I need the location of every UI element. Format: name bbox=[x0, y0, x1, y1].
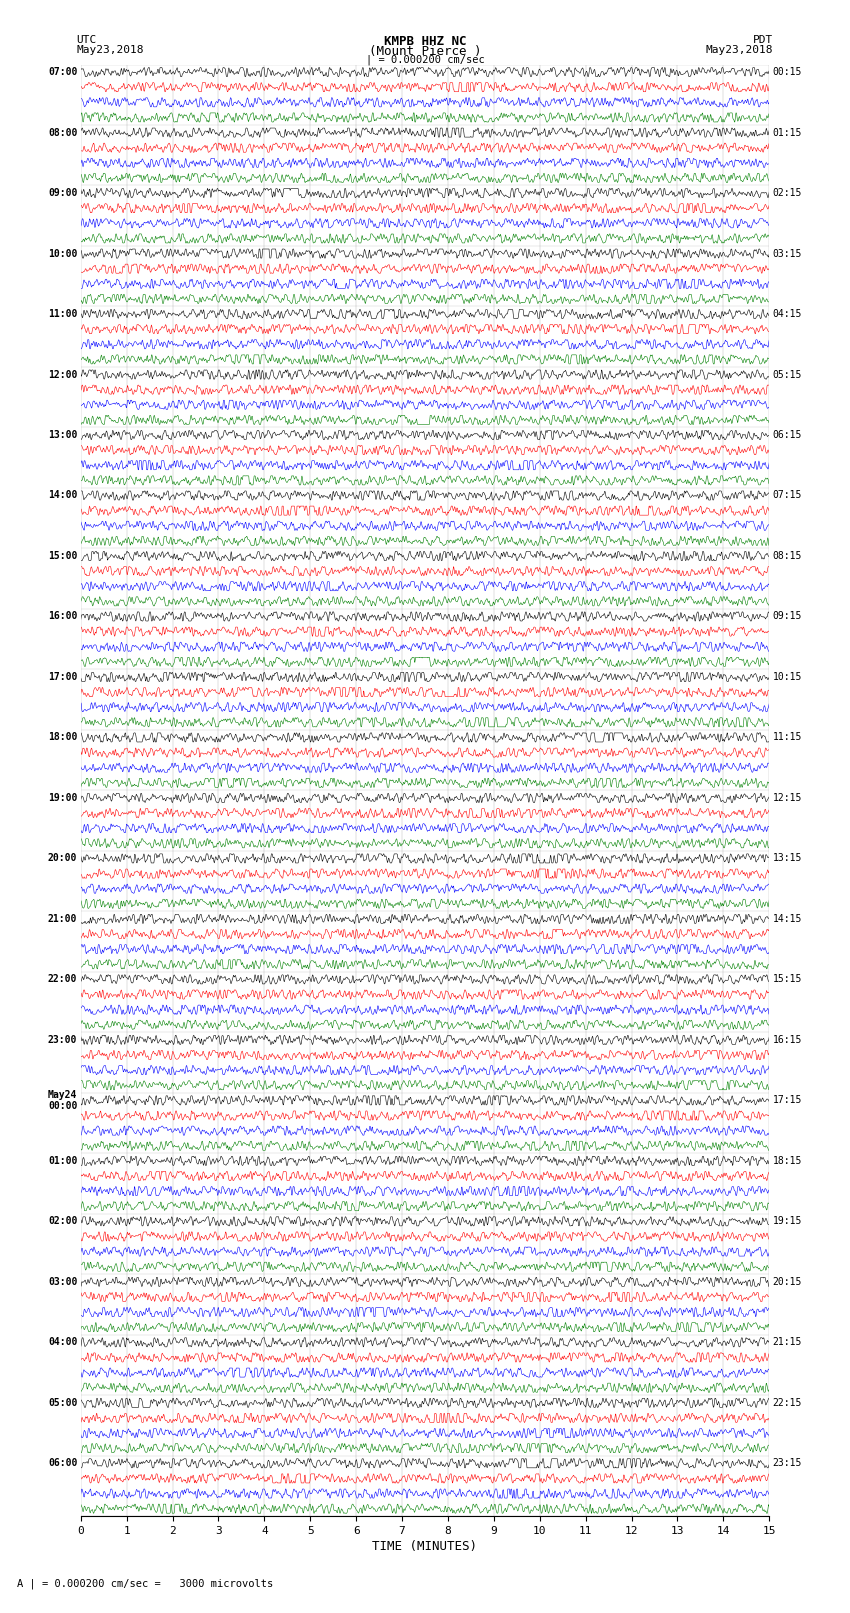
Text: | = 0.000200 cm/sec: | = 0.000200 cm/sec bbox=[366, 55, 484, 66]
Text: 10:15: 10:15 bbox=[773, 673, 802, 682]
Text: 12:15: 12:15 bbox=[773, 794, 802, 803]
Text: 06:00: 06:00 bbox=[48, 1458, 77, 1468]
Text: 01:00: 01:00 bbox=[48, 1157, 77, 1166]
Text: 22:00: 22:00 bbox=[48, 974, 77, 984]
Text: 19:00: 19:00 bbox=[48, 794, 77, 803]
Text: 00:15: 00:15 bbox=[773, 68, 802, 77]
Text: 01:15: 01:15 bbox=[773, 127, 802, 137]
Text: 18:15: 18:15 bbox=[773, 1157, 802, 1166]
Text: 12:00: 12:00 bbox=[48, 369, 77, 379]
Text: 17:00: 17:00 bbox=[48, 673, 77, 682]
Text: May24
00:00: May24 00:00 bbox=[48, 1089, 77, 1111]
Text: 21:00: 21:00 bbox=[48, 915, 77, 924]
Text: 13:15: 13:15 bbox=[773, 853, 802, 863]
Text: 11:00: 11:00 bbox=[48, 310, 77, 319]
Text: 20:15: 20:15 bbox=[773, 1277, 802, 1287]
Text: 21:15: 21:15 bbox=[773, 1337, 802, 1347]
Text: A | = 0.000200 cm/sec =   3000 microvolts: A | = 0.000200 cm/sec = 3000 microvolts bbox=[17, 1578, 273, 1589]
Text: 23:00: 23:00 bbox=[48, 1036, 77, 1045]
Text: 16:15: 16:15 bbox=[773, 1036, 802, 1045]
Text: 02:15: 02:15 bbox=[773, 189, 802, 198]
Text: 14:15: 14:15 bbox=[773, 915, 802, 924]
Text: 08:00: 08:00 bbox=[48, 127, 77, 137]
Text: 10:00: 10:00 bbox=[48, 248, 77, 258]
Text: 04:15: 04:15 bbox=[773, 310, 802, 319]
Text: May23,2018: May23,2018 bbox=[76, 45, 144, 55]
Text: (Mount Pierce ): (Mount Pierce ) bbox=[369, 45, 481, 58]
Text: 23:15: 23:15 bbox=[773, 1458, 802, 1468]
Text: May23,2018: May23,2018 bbox=[706, 45, 774, 55]
Text: 11:15: 11:15 bbox=[773, 732, 802, 742]
Text: UTC: UTC bbox=[76, 35, 97, 45]
Text: 22:15: 22:15 bbox=[773, 1398, 802, 1408]
Text: 04:00: 04:00 bbox=[48, 1337, 77, 1347]
Text: 05:00: 05:00 bbox=[48, 1398, 77, 1408]
X-axis label: TIME (MINUTES): TIME (MINUTES) bbox=[372, 1540, 478, 1553]
Text: 09:00: 09:00 bbox=[48, 189, 77, 198]
Text: PDT: PDT bbox=[753, 35, 774, 45]
Text: 07:15: 07:15 bbox=[773, 490, 802, 500]
Text: 13:00: 13:00 bbox=[48, 431, 77, 440]
Text: 19:15: 19:15 bbox=[773, 1216, 802, 1226]
Text: 20:00: 20:00 bbox=[48, 853, 77, 863]
Text: 15:00: 15:00 bbox=[48, 552, 77, 561]
Text: 18:00: 18:00 bbox=[48, 732, 77, 742]
Text: 03:15: 03:15 bbox=[773, 248, 802, 258]
Text: 09:15: 09:15 bbox=[773, 611, 802, 621]
Text: 05:15: 05:15 bbox=[773, 369, 802, 379]
Text: 08:15: 08:15 bbox=[773, 552, 802, 561]
Text: 03:00: 03:00 bbox=[48, 1277, 77, 1287]
Text: 14:00: 14:00 bbox=[48, 490, 77, 500]
Text: 16:00: 16:00 bbox=[48, 611, 77, 621]
Text: 02:00: 02:00 bbox=[48, 1216, 77, 1226]
Text: 07:00: 07:00 bbox=[48, 68, 77, 77]
Text: 15:15: 15:15 bbox=[773, 974, 802, 984]
Text: 06:15: 06:15 bbox=[773, 431, 802, 440]
Text: 17:15: 17:15 bbox=[773, 1095, 802, 1105]
Text: KMPB HHZ NC: KMPB HHZ NC bbox=[383, 35, 467, 48]
